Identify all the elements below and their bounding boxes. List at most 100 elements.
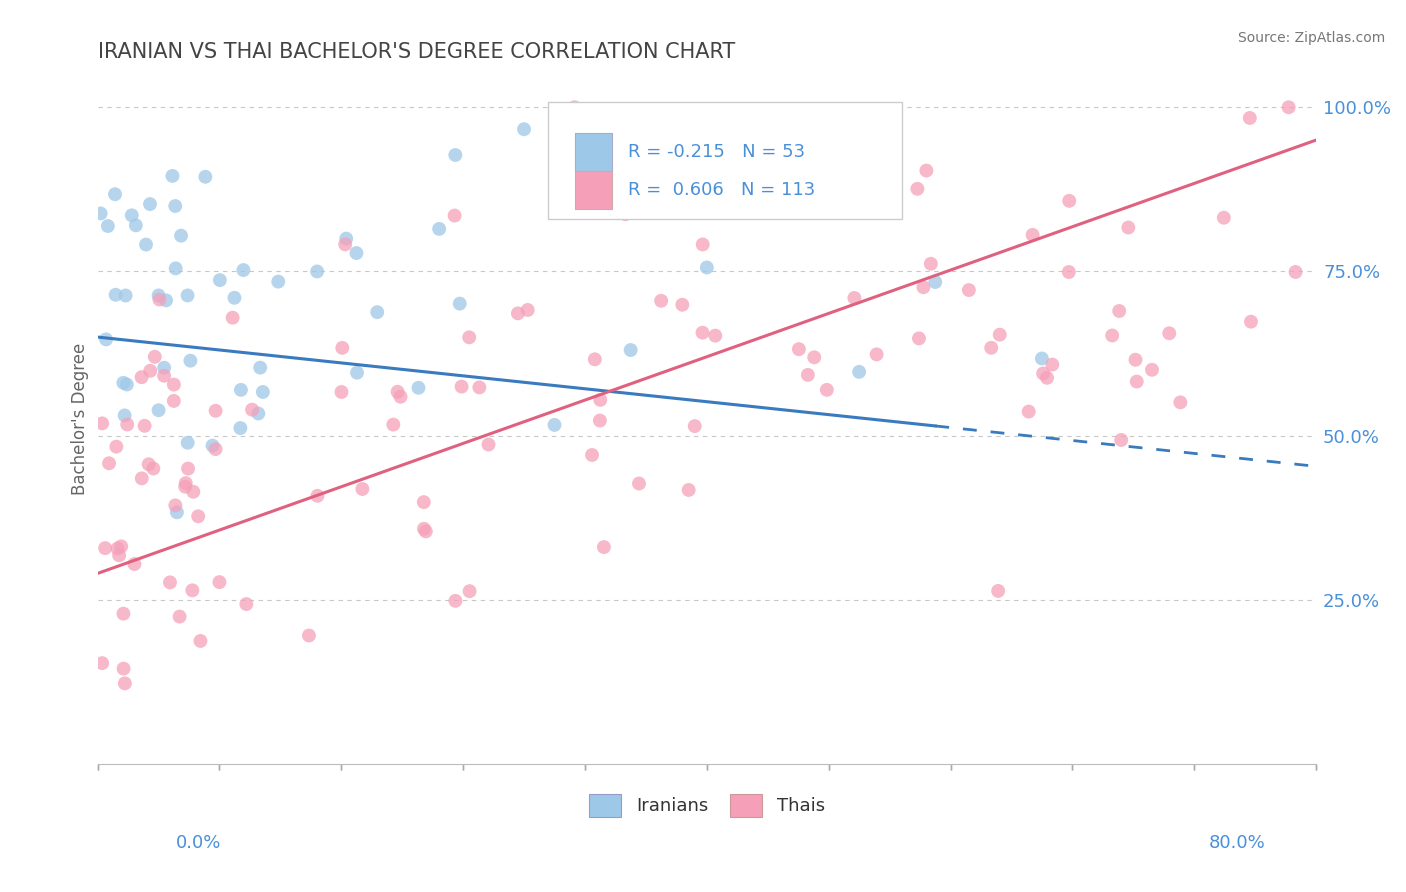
Point — [247, 407, 270, 421]
Point — [104, 187, 127, 202]
Point — [107, 541, 129, 556]
Point — [163, 377, 186, 392]
Point — [444, 594, 467, 608]
Point — [105, 440, 128, 454]
Point — [115, 377, 138, 392]
Point — [165, 499, 187, 513]
Legend: Iranians, Thais: Iranians, Thais — [582, 788, 832, 823]
Point — [176, 435, 198, 450]
Text: R = -0.215   N = 53: R = -0.215 N = 53 — [627, 144, 804, 161]
Point — [131, 471, 153, 485]
Point — [204, 404, 226, 418]
Point — [627, 476, 650, 491]
Point — [844, 291, 866, 305]
Point — [252, 384, 274, 399]
Point — [513, 122, 536, 136]
Text: Source: ZipAtlas.com: Source: ZipAtlas.com — [1237, 31, 1385, 45]
Point — [1057, 194, 1080, 208]
Point — [204, 442, 226, 456]
Point — [115, 417, 138, 432]
Point — [614, 207, 637, 221]
Point — [179, 353, 201, 368]
Point — [1170, 395, 1192, 409]
Point — [330, 341, 353, 355]
Point — [352, 482, 374, 496]
Y-axis label: Bachelor's Degree: Bachelor's Degree — [72, 343, 89, 495]
Point — [516, 302, 538, 317]
Point — [1240, 315, 1263, 329]
Point — [153, 360, 176, 375]
Point — [124, 557, 146, 571]
Point — [593, 540, 616, 554]
Point — [427, 222, 450, 236]
Point — [415, 524, 437, 539]
Point — [187, 509, 209, 524]
FancyBboxPatch shape — [548, 102, 901, 219]
Point — [131, 370, 153, 384]
Point — [112, 376, 135, 390]
Point — [1021, 227, 1043, 242]
Point — [155, 293, 177, 308]
Point — [108, 549, 131, 563]
Point — [1101, 328, 1123, 343]
Point — [692, 326, 714, 340]
Point — [915, 163, 938, 178]
Point — [408, 381, 430, 395]
Point — [139, 364, 162, 378]
Point — [298, 628, 321, 642]
Point — [980, 341, 1002, 355]
Point — [139, 197, 162, 211]
Point — [194, 169, 217, 184]
Point — [235, 597, 257, 611]
Point — [620, 343, 643, 357]
Point — [232, 263, 254, 277]
Point — [177, 461, 200, 475]
Point — [174, 476, 197, 491]
Point — [166, 505, 188, 519]
Point — [176, 288, 198, 302]
Point — [1125, 352, 1147, 367]
Point — [169, 609, 191, 624]
Point — [142, 461, 165, 475]
Point — [181, 484, 204, 499]
Point — [267, 275, 290, 289]
Point — [1284, 265, 1306, 279]
Point — [589, 392, 612, 407]
Point — [389, 390, 412, 404]
Point — [387, 384, 409, 399]
Point — [1159, 326, 1181, 341]
Point — [335, 231, 357, 245]
Point — [905, 182, 928, 196]
Point — [110, 540, 132, 554]
Point — [412, 495, 434, 509]
Point — [249, 360, 271, 375]
Point — [229, 383, 252, 397]
Point — [143, 350, 166, 364]
Point — [221, 310, 243, 325]
Point — [346, 246, 368, 260]
Point — [443, 209, 465, 223]
Point — [543, 417, 565, 432]
Point — [307, 264, 329, 278]
Point — [678, 483, 700, 497]
Text: 0.0%: 0.0% — [176, 834, 221, 852]
Point — [413, 522, 436, 536]
Point — [589, 413, 612, 427]
Point — [346, 366, 368, 380]
Point — [104, 287, 127, 301]
Point — [165, 261, 187, 276]
Point — [1040, 358, 1063, 372]
Point — [90, 206, 112, 220]
Point — [125, 219, 148, 233]
Point — [98, 456, 121, 470]
Point — [458, 330, 481, 344]
Point — [650, 293, 672, 308]
Point — [208, 575, 231, 590]
Point — [114, 288, 136, 302]
Point — [135, 237, 157, 252]
Point — [449, 296, 471, 310]
Point — [683, 419, 706, 434]
Point — [1278, 100, 1301, 114]
Point — [797, 368, 820, 382]
Point — [366, 305, 388, 319]
